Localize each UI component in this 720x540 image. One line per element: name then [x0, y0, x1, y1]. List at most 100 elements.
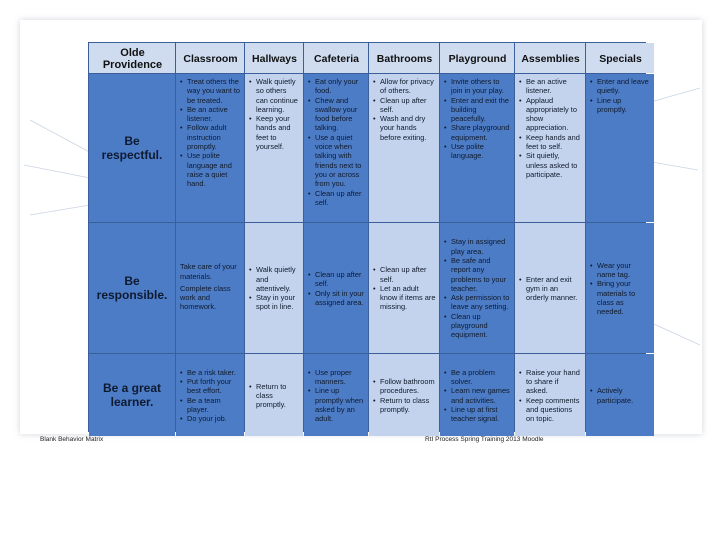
cell-bullet-list: Stay in assigned play area.Be safe and r…: [444, 237, 511, 339]
corner-header: Olde Providence: [89, 43, 175, 73]
cell-bullet-item: Clean up playground equipment.: [444, 312, 511, 340]
column-header: Hallways: [245, 43, 303, 73]
cell-bullet-item: Follow adult instruction promptly.: [180, 123, 241, 151]
cell-bullet-item: Raise your hand to share if asked.: [519, 368, 582, 396]
cell-bullet-list: Be a risk taker.Put forth your best effo…: [180, 368, 241, 424]
cell-bullet-item: Learn new games and activities.: [444, 386, 511, 405]
cell-bullet-list: Eat only your food.Chew and swallow your…: [308, 77, 365, 207]
matrix-cell: Clean up after self.Let an adult know if…: [369, 223, 439, 353]
cell-bullet-list: Wear your name tag.Bring your materials …: [590, 261, 651, 317]
cell-bullet-list: Clean up after self.Let an adult know if…: [373, 265, 436, 311]
cell-bullet-item: Actively participate.: [590, 386, 651, 405]
matrix-cell: Allow for privacy of others.Clean up aft…: [369, 74, 439, 222]
cell-bullet-item: Treat others the way you want to be trea…: [180, 77, 241, 105]
cell-bullet-item: Walk quietly so others can continue lear…: [249, 77, 300, 114]
cell-paragraph: Take care of your materials.: [180, 262, 237, 281]
cell-bullet-list: Enter and leave quietly.Line up promptly…: [590, 77, 651, 114]
cell-bullet-item: Be an active listener.: [180, 105, 241, 124]
cell-bullet-item: Put forth your best effort.: [180, 377, 241, 396]
cell-bullet-item: Applaud appropriately to show appreciati…: [519, 96, 582, 133]
cell-bullet-item: Enter and exit the building peacefully.: [444, 96, 511, 124]
cell-bullet-list: Raise your hand to share if asked.Keep c…: [519, 368, 582, 424]
cell-bullet-item: Only sit in your assigned area.: [308, 289, 365, 308]
cell-bullet-item: Clean up after self.: [308, 270, 365, 289]
cell-bullet-item: Clean up after self.: [308, 189, 365, 208]
cell-bullet-item: Use polite language and raise a quiet ha…: [180, 151, 241, 188]
column-header: Specials: [586, 43, 654, 73]
column-header: Bathrooms: [369, 43, 439, 73]
matrix-cell: Raise your hand to share if asked.Keep c…: [515, 354, 585, 436]
cell-bullet-item: Be a team player.: [180, 396, 241, 415]
cell-bullet-item: Be safe and report any problems to your …: [444, 256, 511, 293]
cell-bullet-list: Use proper manners.Line up promptly when…: [308, 368, 365, 424]
cell-bullet-item: Enter and leave quietly.: [590, 77, 651, 96]
matrix-cell: Take care of your materials. Complete cla…: [176, 223, 244, 353]
cell-bullet-item: Keep your hands and feet to yourself.: [249, 114, 300, 151]
cell-bullet-item: Do your job.: [180, 414, 241, 424]
matrix-cell: Invite others to join in your play.Enter…: [440, 74, 514, 222]
matrix-cell: Enter and exit gym in an orderly manner.: [515, 223, 585, 353]
matrix-cell: Use proper manners.Line up promptly when…: [304, 354, 368, 436]
cell-bullet-item: Ask permission to leave any setting.: [444, 293, 511, 312]
cell-bullet-item: Stay in assigned play area.: [444, 237, 511, 256]
cell-bullet-item: Walk quietly and attentively.: [249, 265, 300, 293]
matrix-cell: Be a problem solver.Learn new games and …: [440, 354, 514, 436]
cell-bullet-item: Chew and swallow your food before talkin…: [308, 96, 365, 133]
cell-bullet-item: Clean up after self.: [373, 265, 436, 284]
cell-bullet-item: Follow bathroom procedures.: [373, 377, 436, 396]
column-header: Classroom: [176, 43, 244, 73]
column-header: Assemblies: [515, 43, 585, 73]
column-header: Cafeteria: [304, 43, 368, 73]
matrix-cell: Stay in assigned play area.Be safe and r…: [440, 223, 514, 353]
cell-bullet-item: Return to class promptly.: [373, 396, 436, 415]
cell-bullet-item: Be a problem solver.: [444, 368, 511, 387]
cell-bullet-item: Return to class promptly.: [249, 382, 300, 410]
cell-bullet-list: Return to class promptly.: [249, 382, 300, 410]
row-header: Be respectful.: [89, 74, 175, 222]
cell-bullet-item: Stay in your spot in line.: [249, 293, 300, 312]
cell-bullet-list: Clean up after self.Only sit in your ass…: [308, 270, 365, 307]
cell-bullet-item: Use proper manners.: [308, 368, 365, 387]
cell-bullet-item: Share playground equipment.: [444, 123, 511, 142]
cell-bullet-list: Follow bathroom procedures.Return to cla…: [373, 377, 436, 414]
cell-bullet-item: Let an adult know if items are missing.: [373, 284, 436, 312]
row-header: Be responsible.: [89, 223, 175, 353]
cell-bullet-item: Bring your materials to class as needed.: [590, 279, 651, 316]
cell-bullet-item: Keep comments and questions on topic.: [519, 396, 582, 424]
cell-bullet-item: Invite others to join in your play.: [444, 77, 511, 96]
cell-bullet-item: Allow for privacy of others.: [373, 77, 436, 96]
matrix-cell: Return to class promptly.: [245, 354, 303, 436]
cell-bullet-item: Enter and exit gym in an orderly manner.: [519, 275, 582, 303]
matrix-cell: Walk quietly so others can continue lear…: [245, 74, 303, 222]
cell-bullet-list: Invite others to join in your play.Enter…: [444, 77, 511, 161]
cell-bullet-item: Clean up after self.: [373, 96, 436, 115]
matrix-cell: Enter and leave quietly.Line up promptly…: [586, 74, 654, 222]
matrix-cell: Wear your name tag.Bring your materials …: [586, 223, 654, 353]
cell-bullet-item: Be an active listener.: [519, 77, 582, 96]
cell-bullet-item: Keep hands and feet to self.: [519, 133, 582, 152]
cell-bullet-item: Be a risk taker.: [180, 368, 241, 378]
cell-bullet-item: Line up at first teacher signal.: [444, 405, 511, 424]
cell-bullet-item: Wear your name tag.: [590, 261, 651, 280]
matrix-cell: Walk quietly and attentively.Stay in you…: [245, 223, 303, 353]
cell-bullet-item: Wash and dry your hands before exiting.: [373, 114, 436, 142]
row-header: Be a great learner.: [89, 354, 175, 436]
cell-bullet-list: Be a problem solver.Learn new games and …: [444, 368, 511, 424]
matrix-cell: Clean up after self.Only sit in your ass…: [304, 223, 368, 353]
cell-bullet-list: Walk quietly so others can continue lear…: [249, 77, 300, 151]
cell-paragraph: Complete class work and homework.: [180, 283, 231, 312]
cell-bullet-item: Line up promptly when asked by an adult.: [308, 386, 365, 423]
cell-bullet-list: Be an active listener.Applaud appropriat…: [519, 77, 582, 179]
cell-bullet-item: Use a quiet voice when talking with frie…: [308, 133, 365, 189]
cell-bullet-list: Enter and exit gym in an orderly manner.: [519, 275, 582, 303]
cell-bullet-list: Actively participate.: [590, 386, 651, 405]
footer-right-caption: RtI Process Spring Training 2013 Moodle: [425, 436, 544, 443]
cell-bullet-item: Use polite language.: [444, 142, 511, 161]
behavior-matrix-table: Olde Providence Classroom Hallways Cafeter…: [88, 42, 654, 436]
footer-left-caption: Blank Behavior Matrix: [40, 436, 104, 443]
matrix-cell: Eat only your food.Chew and swallow your…: [304, 74, 368, 222]
cell-bullet-item: Line up promptly.: [590, 96, 651, 115]
matrix-cell: Be a risk taker.Put forth your best effo…: [176, 354, 244, 436]
cell-bullet-item: Eat only your food.: [308, 77, 365, 96]
matrix-cell: Actively participate.: [586, 354, 654, 436]
